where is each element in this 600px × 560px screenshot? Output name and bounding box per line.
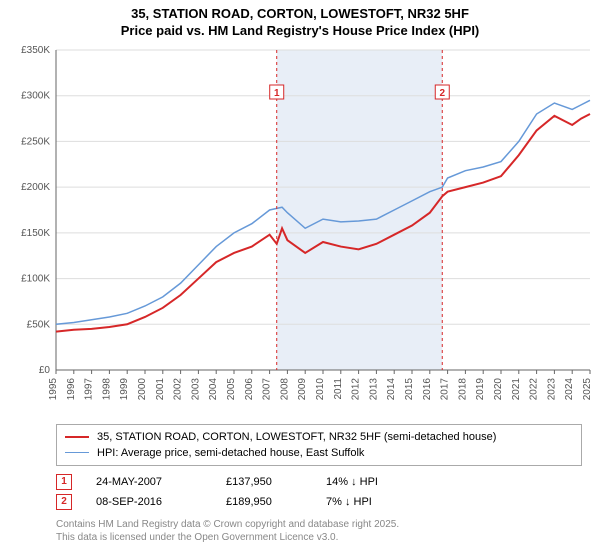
x-tick-label: 2013 — [368, 377, 379, 400]
x-tick-label: 2016 — [422, 377, 433, 400]
y-tick-label: £250K — [21, 136, 50, 147]
y-tick-label: £50K — [27, 319, 51, 330]
chart-title: 35, STATION ROAD, CORTON, LOWESTOFT, NR3… — [0, 0, 600, 40]
x-tick-label: 1998 — [101, 377, 112, 400]
event-price: £137,950 — [226, 476, 326, 488]
event-marker-label: 2 — [439, 88, 445, 99]
footer: Contains HM Land Registry data © Crown c… — [56, 518, 582, 544]
event-diff: 7% ↓ HPI — [326, 496, 372, 508]
event-row: 2 08-SEP-2016£189,9507% ↓ HPI — [56, 492, 582, 512]
x-tick-label: 2021 — [511, 377, 522, 400]
y-tick-label: £350K — [21, 45, 50, 56]
footer-line-1: Contains HM Land Registry data © Crown c… — [56, 518, 582, 531]
x-tick-label: 2001 — [155, 377, 166, 400]
x-tick-label: 2015 — [404, 377, 415, 400]
event-date: 08-SEP-2016 — [96, 496, 226, 508]
x-tick-label: 1999 — [119, 377, 130, 400]
x-tick-label: 2025 — [582, 377, 593, 400]
event-marker: 1 — [56, 474, 72, 490]
x-tick-label: 2019 — [475, 377, 486, 400]
legend-swatch — [65, 452, 89, 453]
footer-line-2: This data is licensed under the Open Gov… — [56, 531, 582, 544]
x-tick-label: 1997 — [84, 377, 95, 400]
x-tick-label: 2005 — [226, 377, 237, 400]
x-tick-label: 2012 — [351, 377, 362, 400]
event-date: 24-MAY-2007 — [96, 476, 226, 488]
x-tick-label: 1995 — [48, 377, 59, 400]
x-tick-label: 2014 — [386, 377, 397, 400]
x-tick-label: 2009 — [297, 377, 308, 400]
x-tick-label: 2017 — [440, 377, 451, 400]
y-tick-label: £150K — [21, 228, 50, 239]
x-tick-label: 2018 — [457, 377, 468, 400]
x-tick-label: 2008 — [279, 377, 290, 400]
event-row: 1 24-MAY-2007£137,95014% ↓ HPI — [56, 472, 582, 492]
y-tick-label: £100K — [21, 273, 50, 284]
chart-area: £0 £50K £100K £150K £200K £250K £300K £350K 1995… — [0, 40, 600, 420]
legend-label: HPI: Average price, semi-detached house,… — [97, 447, 364, 459]
x-tick-label: 2011 — [333, 377, 344, 399]
event-diff: 14% ↓ HPI — [326, 476, 378, 488]
x-tick-label: 2002 — [173, 377, 184, 400]
chart-container: 35, STATION ROAD, CORTON, LOWESTOFT, NR3… — [0, 0, 600, 560]
legend-row: 35, STATION ROAD, CORTON, LOWESTOFT, NR3… — [65, 429, 573, 445]
x-tick-label: 2007 — [262, 377, 273, 400]
title-line-1: 35, STATION ROAD, CORTON, LOWESTOFT, NR3… — [0, 6, 600, 23]
title-line-2: Price paid vs. HM Land Registry's House … — [0, 23, 600, 40]
event-price: £189,950 — [226, 496, 326, 508]
y-tick-label: £200K — [21, 182, 50, 193]
legend-label: 35, STATION ROAD, CORTON, LOWESTOFT, NR3… — [97, 431, 496, 443]
legend-swatch — [65, 436, 89, 438]
x-tick-label: 2023 — [546, 377, 557, 400]
x-tick-label: 2006 — [244, 377, 255, 400]
x-tick-label: 2000 — [137, 377, 148, 400]
x-tick-label: 1996 — [66, 377, 77, 400]
events-box: 1 24-MAY-2007£137,95014% ↓ HPI 2 08-SEP-201… — [56, 472, 582, 512]
event-marker-label: 1 — [274, 88, 280, 99]
y-tick-label: £300K — [21, 90, 50, 101]
x-tick-label: 2022 — [529, 377, 540, 400]
legend-row: HPI: Average price, semi-detached house,… — [65, 445, 573, 461]
x-tick-label: 2003 — [190, 377, 201, 400]
event-band — [277, 50, 443, 370]
chart-svg: £0 £50K £100K £150K £200K £250K £300K £350K 1995… — [0, 40, 600, 420]
x-tick-label: 2010 — [315, 377, 326, 400]
legend-box: 35, STATION ROAD, CORTON, LOWESTOFT, NR3… — [56, 424, 582, 466]
x-tick-label: 2024 — [564, 377, 575, 400]
y-tick-label: £0 — [39, 365, 51, 376]
x-tick-label: 2020 — [493, 377, 504, 400]
x-tick-label: 2004 — [208, 377, 219, 400]
event-marker: 2 — [56, 494, 72, 510]
